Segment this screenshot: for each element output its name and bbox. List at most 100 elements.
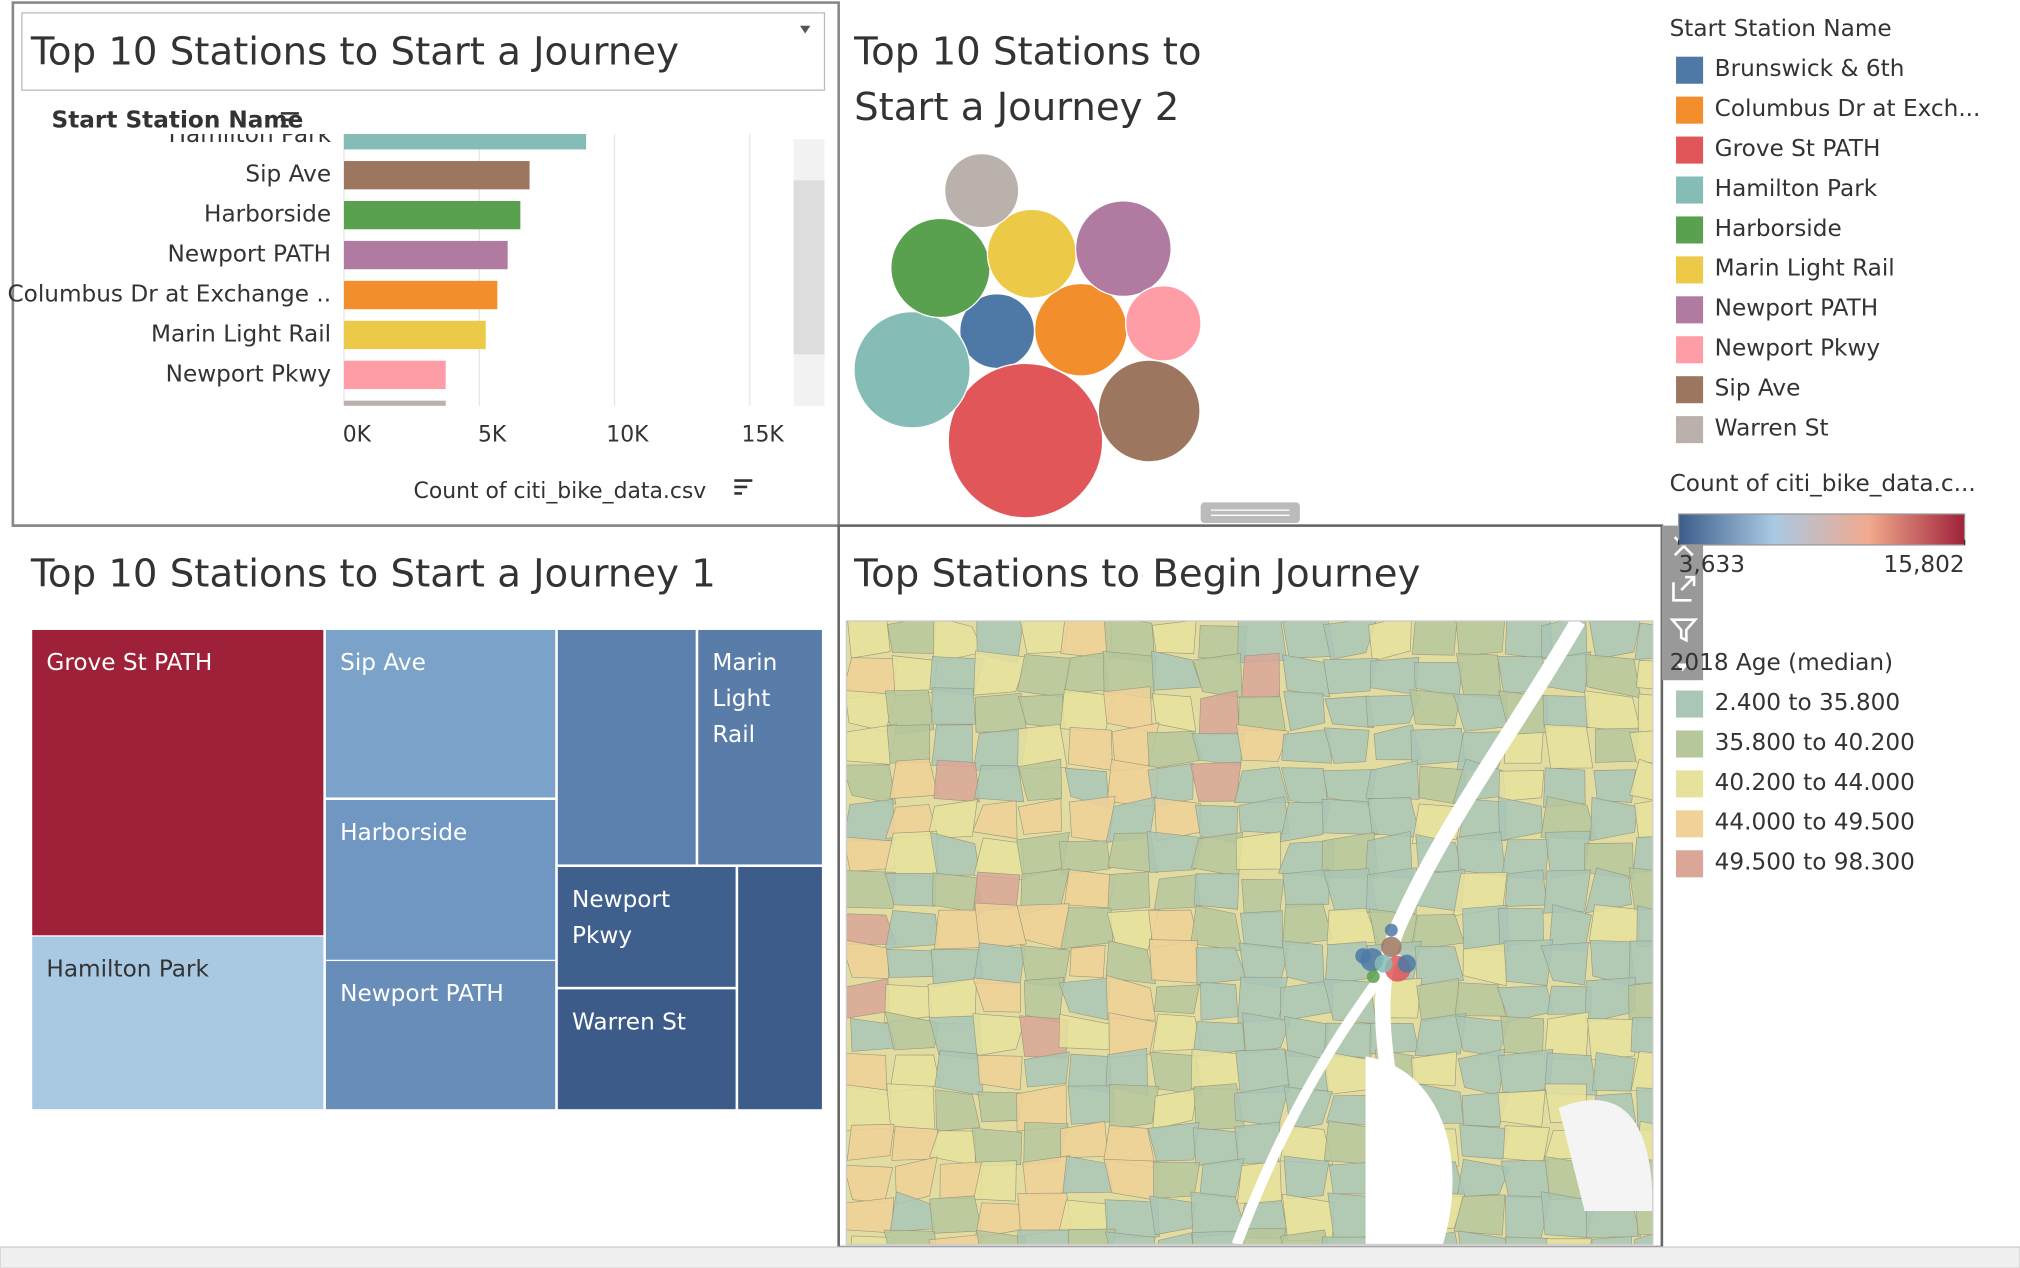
map-region <box>1590 796 1638 842</box>
treemap-cell[interactable]: Marin Light Rail <box>698 629 822 865</box>
map-region <box>1148 939 1199 984</box>
map-region <box>933 909 982 950</box>
map-region <box>1411 620 1458 656</box>
map-region <box>1544 724 1594 769</box>
map-region <box>1067 1228 1116 1245</box>
map-region <box>1108 1012 1157 1058</box>
map-region <box>1637 693 1653 733</box>
map-region <box>885 948 937 978</box>
map-region <box>1454 982 1507 1017</box>
treemap-title: Top 10 Stations to Start a Journey 1 <box>30 551 716 596</box>
tab-bar[interactable] <box>0 1246 2020 1268</box>
map-region <box>1593 769 1636 803</box>
map-region <box>1500 1015 1545 1056</box>
sort-icon[interactable] <box>280 112 299 128</box>
map-region <box>1147 762 1194 807</box>
map-region <box>1459 1124 1510 1160</box>
map-region <box>1502 1125 1550 1163</box>
treemap-cell[interactable] <box>557 629 696 865</box>
y-tick-label: Columbus Dr at Exchange .. <box>7 281 331 308</box>
treemap-cell[interactable]: Warren St <box>557 989 736 1110</box>
map-region <box>976 1229 1026 1245</box>
map-region <box>1409 689 1461 727</box>
bubble <box>853 310 971 429</box>
map-region <box>891 655 938 697</box>
map-region <box>1060 907 1114 950</box>
map-region <box>1058 977 1111 1021</box>
bubble-title: Start a Journey 2 <box>854 85 1179 130</box>
scroll-thumb[interactable] <box>793 180 825 355</box>
map-region <box>1241 879 1285 915</box>
bar <box>343 400 446 406</box>
legend-label: Marin Light Rail <box>1715 255 1895 282</box>
map-region <box>846 939 889 979</box>
map-region <box>1193 873 1240 910</box>
dropdown-arrow[interactable] <box>800 25 811 34</box>
map-region <box>1017 1229 1070 1245</box>
legend-swatch <box>1676 810 1704 838</box>
resize-handle[interactable] <box>1200 502 1300 524</box>
map-region <box>1542 694 1590 729</box>
map-region <box>1322 620 1377 660</box>
legend-title: Start Station Name <box>1670 15 1892 42</box>
map[interactable] <box>840 615 1684 1268</box>
tick-label: 15,802 <box>1884 551 1965 578</box>
map-region <box>850 1235 894 1245</box>
treemap-cell[interactable]: Hamilton Park <box>32 936 324 1110</box>
map-region <box>1630 1050 1653 1092</box>
map-region <box>1109 1084 1160 1131</box>
treemap-cell[interactable] <box>738 867 822 1110</box>
map-region <box>1629 758 1653 801</box>
map-region <box>1152 1088 1198 1131</box>
map-region <box>1282 654 1331 698</box>
map-region <box>1368 620 1412 662</box>
map-region <box>884 689 935 736</box>
map-region <box>973 942 1026 985</box>
map-region <box>846 1084 893 1131</box>
bar <box>343 161 530 190</box>
map-region <box>1543 869 1592 914</box>
map-region <box>1023 1051 1070 1088</box>
map-region <box>1456 1158 1511 1198</box>
map-region <box>1453 1194 1506 1236</box>
map-region <box>1239 910 1283 950</box>
map-region <box>1106 908 1160 952</box>
treemap-cell[interactable]: Harborside <box>325 800 556 960</box>
treemap-cell[interactable]: Grove St PATH <box>32 629 324 936</box>
map-region <box>974 902 1027 950</box>
sort-icon[interactable] <box>734 479 753 495</box>
color-legend-title: Count of citi_bike_data.c... <box>1670 470 1976 497</box>
legend-label: Columbus Dr at Exch... <box>1715 95 1981 122</box>
title-box[interactable] <box>21 12 826 91</box>
legend-label: Warren St <box>1715 414 1829 441</box>
map-region <box>1280 1229 1328 1245</box>
map-region <box>1546 985 1592 1015</box>
map-region <box>846 870 896 909</box>
map-region <box>1018 758 1063 801</box>
treemap-cell[interactable]: Sip Ave <box>325 629 556 798</box>
legend-label: Harborside <box>1715 215 1842 242</box>
bubble-title: Top 10 Stations to <box>853 30 1201 75</box>
map-region <box>1504 1236 1549 1245</box>
treemap-cell[interactable]: Newport PATH <box>325 961 556 1110</box>
map-region <box>884 910 940 949</box>
y-tick-label: Marin Light Rail <box>151 320 331 347</box>
map-region <box>927 799 978 839</box>
treemap-cell[interactable]: Newport Pkwy <box>557 867 736 987</box>
map-region <box>973 764 1025 803</box>
open-icon[interactable] <box>1672 575 1696 602</box>
map-region <box>1107 871 1151 911</box>
legend-swatch <box>1676 136 1704 164</box>
filter-icon[interactable] <box>1669 618 1699 643</box>
map-region <box>1628 982 1653 1021</box>
tick-label: 3,633 <box>1679 551 1745 578</box>
legend-swatch <box>1676 96 1704 124</box>
map-region <box>1540 942 1589 986</box>
map-region <box>1411 1051 1457 1087</box>
map-region <box>1323 727 1370 764</box>
legend-swatch <box>1676 56 1704 84</box>
map-region <box>972 1013 1026 1057</box>
map-region <box>1504 732 1544 764</box>
more-icon[interactable] <box>1676 663 1689 672</box>
